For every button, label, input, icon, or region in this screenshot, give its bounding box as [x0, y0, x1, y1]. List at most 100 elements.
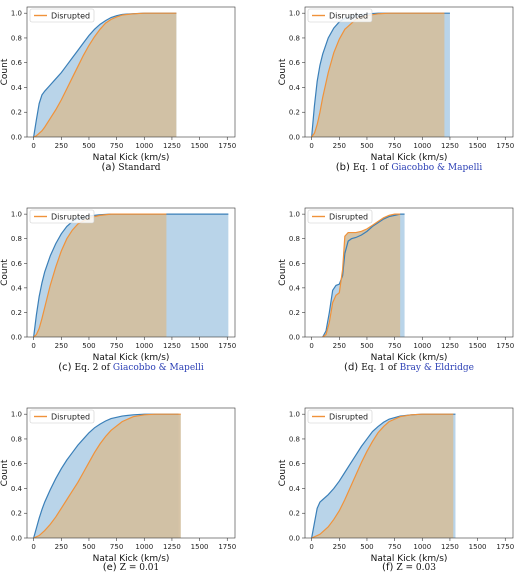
- y-tick-label: 1.0: [289, 411, 300, 419]
- panel-b: 0 250 500 750 1000 1250 1500 1750 0.0 0.2 0.4 0.6 0.…: [278, 6, 514, 173]
- legend-label: Disrupted: [51, 213, 90, 222]
- x-tick-label: 750: [388, 543, 401, 551]
- y-tick-label: 1.0: [11, 10, 22, 18]
- y-tick-label: 0.8: [11, 34, 22, 42]
- y-tick-label: 0.2: [11, 109, 22, 117]
- y-tick-label: 0.8: [11, 435, 22, 443]
- plot-area: [33, 12, 177, 137]
- y-axis-label: Count: [278, 459, 288, 486]
- x-tick-label: 250: [55, 142, 68, 150]
- caption: (f) Z = 0.03: [382, 562, 436, 573]
- legend: Disrupted: [29, 409, 95, 424]
- legend-label: Disrupted: [329, 413, 368, 422]
- legend-label: Disrupted: [51, 413, 90, 422]
- caption: (a) Standard: [101, 162, 160, 173]
- x-tick-label: 500: [360, 142, 373, 150]
- x-tick-label: 1750: [496, 543, 514, 551]
- legend-label: Disrupted: [51, 12, 90, 21]
- caption-label: (b): [336, 162, 350, 173]
- series-disrupted-area: [311, 414, 454, 538]
- plot-area: [33, 413, 181, 538]
- y-tick-label: 0.4: [289, 485, 301, 493]
- y-tick-label: 0.6: [11, 460, 23, 468]
- x-tick-label: 1250: [441, 342, 459, 350]
- legend-box: [307, 409, 373, 424]
- legend: Disrupted: [307, 209, 373, 224]
- y-tick-label: 0.8: [289, 235, 300, 243]
- x-tick-label: 1750: [496, 342, 514, 350]
- plot-area: [311, 413, 456, 538]
- panel-e: 0 250 500 750 1000 1250 1500 1750 0.0 0.2 0.4 0.6 0.…: [0, 407, 236, 573]
- legend-label: Disrupted: [329, 12, 368, 21]
- x-axis-label: Natal Kick (km/s): [93, 353, 170, 363]
- x-tick-label: 500: [360, 342, 373, 350]
- y-tick-label: 0.0: [11, 134, 22, 142]
- x-tick-label: 1250: [163, 342, 181, 350]
- y-tick-label: 0.2: [11, 510, 22, 518]
- y-tick-label: 0.6: [289, 59, 301, 67]
- caption-text: Eq. 1 of: [361, 363, 397, 373]
- x-tick-label: 500: [82, 142, 95, 150]
- series-disrupted-line: [33, 12, 177, 137]
- x-axis-label: Natal Kick (km/s): [93, 153, 170, 163]
- x-tick-label: 0: [31, 342, 35, 350]
- x-tick-label: 500: [82, 543, 95, 551]
- axes-frame: [304, 407, 514, 539]
- legend-box: [307, 8, 373, 23]
- x-tick-label: 1000: [135, 142, 153, 150]
- caption-label: (f): [382, 562, 393, 573]
- series-disrupted-line: [33, 413, 181, 538]
- series-all-line: [33, 413, 179, 538]
- series-disrupted-area: [33, 13, 177, 137]
- y-axis-label: Count: [0, 58, 10, 85]
- x-tick-label: 750: [110, 142, 123, 150]
- x-tick-label: 1250: [441, 543, 459, 551]
- caption: (e) Z = 0.01: [103, 562, 160, 573]
- x-tick-label: 0: [31, 543, 35, 551]
- x-tick-label: 0: [31, 142, 35, 150]
- x-tick-label: 1000: [413, 342, 431, 350]
- legend-box: [29, 8, 95, 23]
- y-tick-label: 0.0: [11, 535, 22, 543]
- legend: Disrupted: [307, 8, 373, 23]
- caption-label: (e): [103, 562, 117, 573]
- series-disrupted-line: [33, 213, 167, 337]
- y-axis-label: Count: [278, 58, 288, 85]
- legend: Disrupted: [29, 8, 95, 23]
- axes-frame: [26, 407, 236, 539]
- x-tick-label: 250: [333, 142, 346, 150]
- axes-frame: [26, 6, 236, 138]
- x-tick-label: 1750: [496, 142, 514, 150]
- caption-label: (d): [344, 362, 358, 373]
- plot-area: [322, 213, 405, 337]
- caption-link: Giacobbo & Mapelli: [391, 163, 482, 173]
- y-tick-label: 0.0: [11, 334, 22, 342]
- caption: (c) Eq. 2 of Giacobbo & Mapelli: [58, 362, 204, 373]
- panel-d: 0 250 500 750 1000 1250 1500 1750 0.0 0.2 0.4 0.6 0.…: [278, 207, 514, 373]
- y-tick-label: 0.2: [289, 109, 300, 117]
- series-disrupted-area: [33, 414, 181, 538]
- x-tick-label: 750: [110, 342, 123, 350]
- x-tick-label: 1750: [218, 543, 236, 551]
- y-tick-label: 0.2: [11, 309, 22, 317]
- legend: Disrupted: [307, 409, 373, 424]
- caption-text: Eq. 2 of: [75, 363, 111, 373]
- x-tick-label: 750: [110, 543, 123, 551]
- x-axis-label: Natal Kick (km/s): [371, 353, 448, 363]
- x-tick-label: 500: [82, 342, 95, 350]
- x-tick-label: 1500: [469, 342, 487, 350]
- x-tick-label: 1500: [191, 142, 209, 150]
- series-disrupted-line: [311, 12, 445, 137]
- x-tick-label: 1250: [441, 142, 459, 150]
- y-tick-label: 0.0: [289, 535, 300, 543]
- axes-frame: [304, 207, 514, 338]
- caption-text: Z = 0.01: [120, 563, 160, 573]
- y-tick-label: 0.2: [289, 309, 300, 317]
- caption-link: Giacobbo & Mapelli: [113, 363, 204, 373]
- y-tick-label: 0.8: [11, 235, 22, 243]
- x-tick-label: 1250: [163, 142, 181, 150]
- y-tick-label: 0.4: [11, 284, 23, 292]
- y-tick-label: 0.4: [11, 84, 23, 92]
- caption-link: Bray & Eldridge: [400, 363, 474, 373]
- x-tick-label: 1500: [191, 342, 209, 350]
